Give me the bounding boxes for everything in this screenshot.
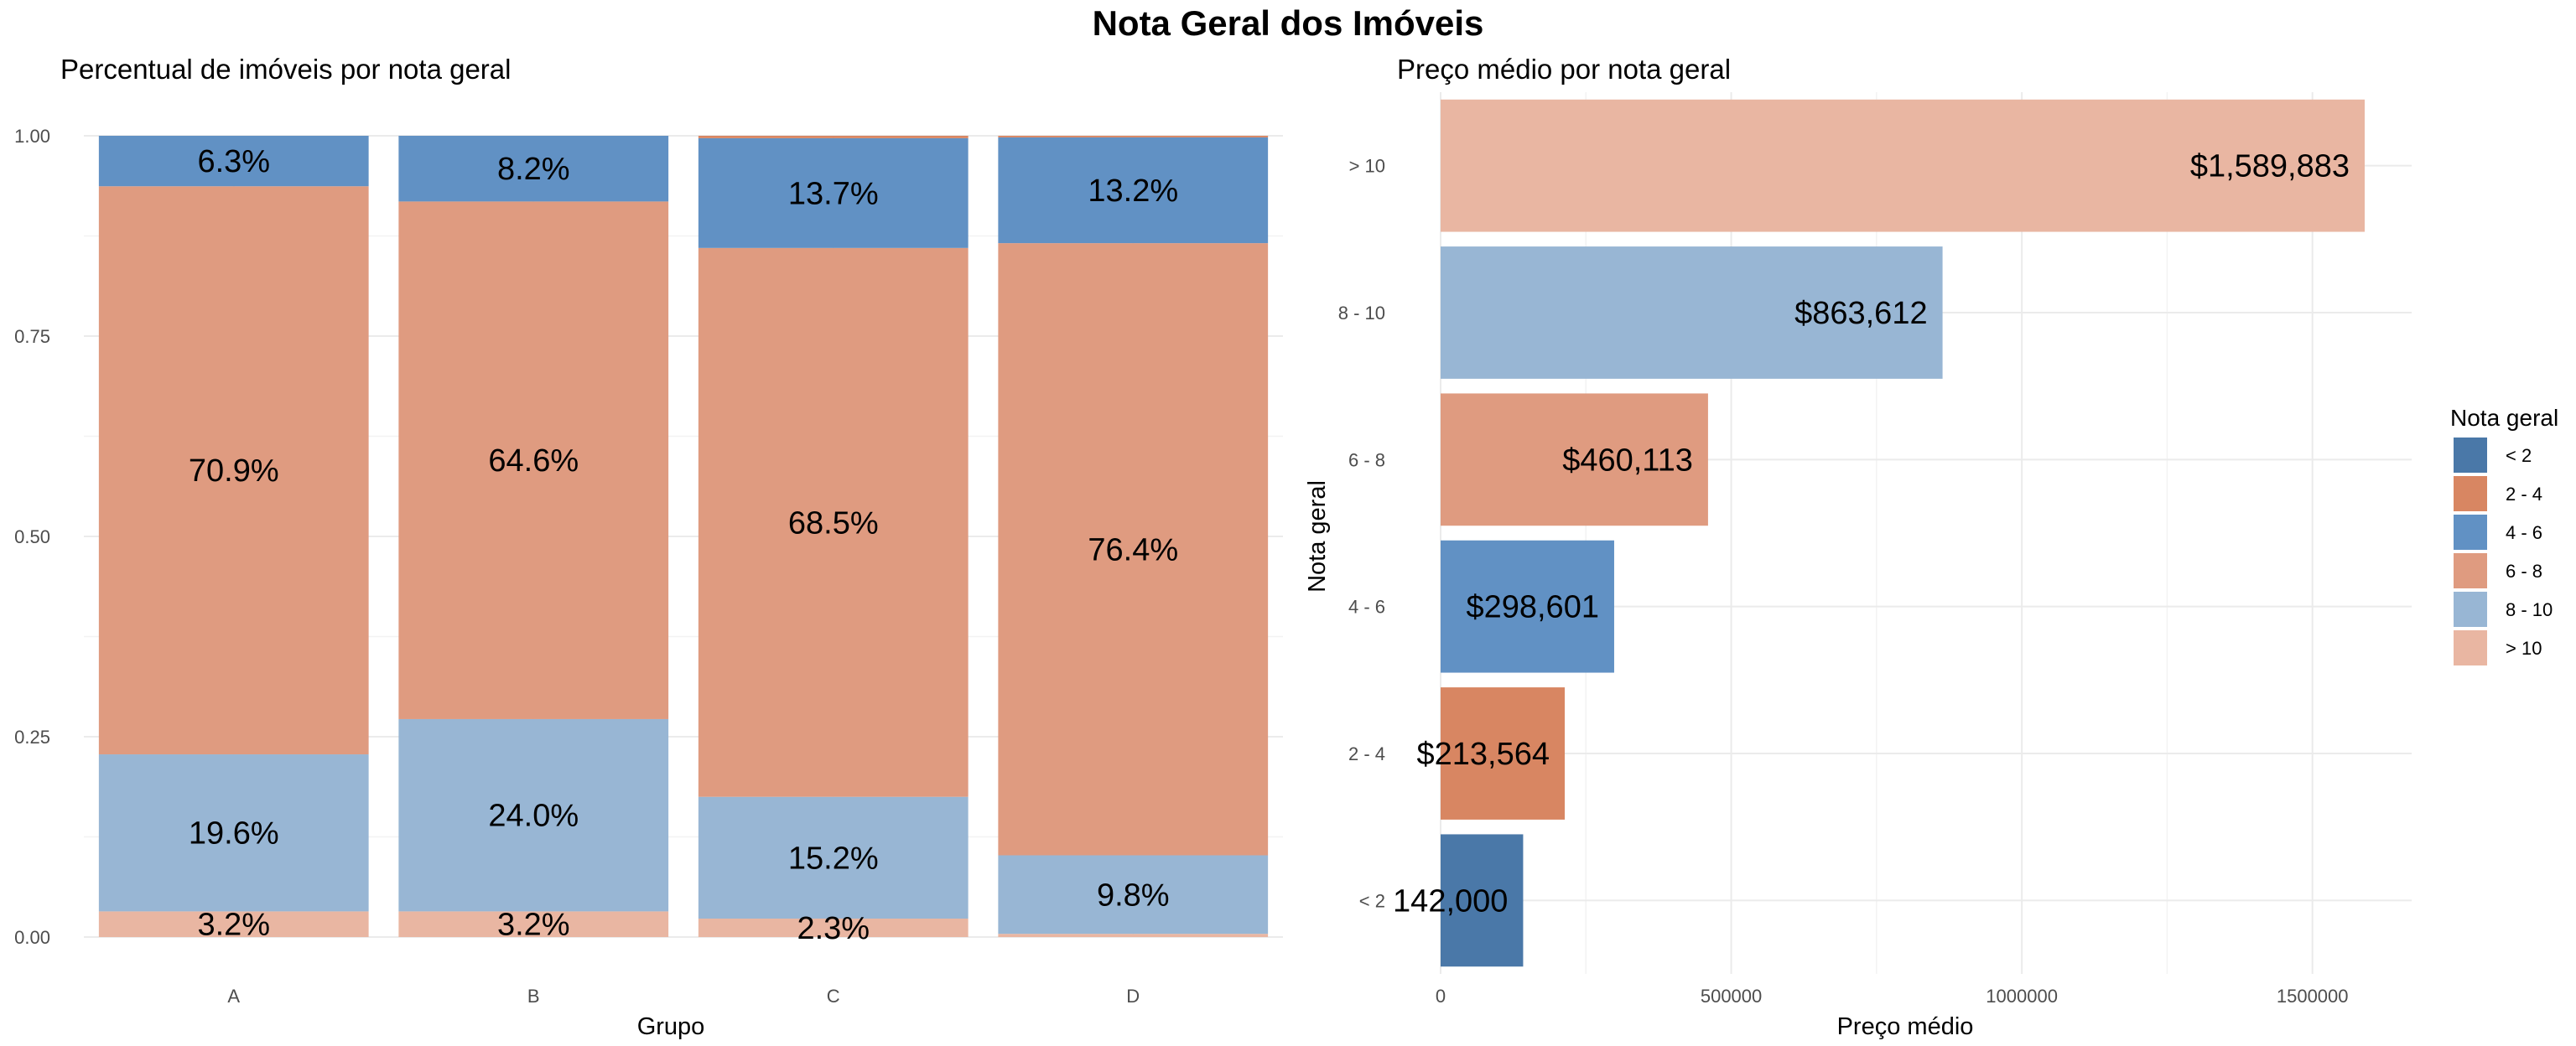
bar-segment-label: 2.3% [797, 911, 870, 946]
legend-swatch [2454, 630, 2487, 665]
stacked-bar-segment [98, 911, 369, 937]
left-bars [98, 136, 1269, 937]
right-y-tick-label: 6 - 8 [1348, 449, 1385, 470]
bar-segment-label: 19.6% [189, 816, 279, 852]
right-y-tick-label: 8 - 10 [1338, 303, 1385, 324]
stacked-bar-segment [998, 855, 1269, 935]
legend-item-label: 2 - 4 [2506, 484, 2542, 505]
stacked-bar-segment [698, 136, 969, 138]
right-x-ticks: 0 500000 1000000 1500000 [1436, 986, 2349, 1007]
bar-segment-label: 8.2% [497, 152, 570, 187]
legend-item-label: 6 - 8 [2506, 561, 2542, 582]
price-bar [1441, 834, 1524, 967]
legend-swatch [2454, 476, 2487, 511]
stacked-bar-segment [698, 919, 969, 937]
legend: Nota geral < 2 2 - 4 4 - 6 6 - 8 8 - 10 > 10 [2450, 405, 2558, 665]
bar-segment-label: 64.6% [488, 443, 579, 479]
right-chart: Preço médio por nota geral 142,000 $213,5… [1304, 54, 2412, 1040]
bar-segment-label: 3.2% [497, 908, 570, 943]
right-bar-labels: 142,000 $213,564 $298,601 $460,113 $863,612 $… [1393, 149, 2350, 919]
legend-item-label: < 2 [2506, 445, 2532, 466]
stacked-bar-segment [698, 137, 969, 248]
price-bar [1441, 540, 1614, 673]
right-x-tick-label: 1000000 [1986, 986, 2058, 1007]
bar-segment-label: 24.0% [488, 799, 579, 834]
left-x-tick-label: B [527, 986, 540, 1007]
right-y-tick-label: > 10 [1349, 156, 1385, 177]
bar-segment-label: 68.5% [788, 505, 879, 541]
price-bar-label: 142,000 [1393, 883, 1508, 919]
legend-item-label: 4 - 6 [2506, 522, 2542, 543]
bar-segment-label: 13.2% [1088, 173, 1178, 209]
legend-swatch [2454, 515, 2487, 550]
left-chart-title: Percentual de imóveis por nota geral [60, 54, 511, 85]
left-bar-labels: 3.2% 19.6% 70.9% 6.3% 3.2% 24.0% 64.6% 8.2% 2.3%… [189, 144, 1178, 946]
legend-title: Nota geral [2450, 405, 2558, 431]
bar-segment-label: 15.2% [788, 841, 879, 876]
stacked-bar-segment [698, 247, 969, 797]
stacked-bar-segment [998, 137, 1269, 244]
right-bars [1441, 99, 2365, 967]
right-x-tick-label: 500000 [1701, 986, 1762, 1007]
bar-segment-label: 13.7% [788, 176, 879, 211]
price-bar-label: $298,601 [1466, 590, 1599, 625]
stacked-bar-segment [998, 934, 1269, 937]
price-bar [1441, 393, 1708, 526]
left-x-tick-label: D [1126, 986, 1140, 1007]
price-bar [1441, 687, 1566, 820]
right-y-tick-label: 4 - 6 [1348, 597, 1385, 618]
figure-title: Nota Geral dos Imóveis [1093, 3, 1484, 43]
stacked-bar-segment [398, 718, 669, 912]
price-bar-label: $863,612 [1794, 296, 1928, 331]
bar-segment-label: 76.4% [1088, 532, 1178, 567]
left-y-tick-label: 0.75 [14, 326, 50, 347]
stacked-bar-segment [98, 186, 369, 755]
price-bar [1441, 99, 2365, 232]
left-y-ticks: 0.00 0.25 0.50 0.75 1.00 [14, 126, 50, 948]
left-x-axis-label: Grupo [637, 1013, 705, 1040]
price-bar [1441, 246, 1943, 379]
right-x-tick-label: 0 [1436, 986, 1446, 1007]
stacked-bar-segment [98, 754, 369, 912]
stacked-bar-segment [98, 136, 369, 187]
stacked-bar-segment [998, 243, 1269, 856]
bar-segment-label: 6.3% [197, 144, 270, 179]
right-y-tick-label: < 2 [1359, 890, 1385, 911]
right-y-axis-label: Nota geral [1304, 480, 1331, 593]
legend-swatch [2454, 592, 2487, 627]
price-bar-label: $1,589,883 [2190, 149, 2350, 184]
right-y-tick-label: 2 - 4 [1348, 743, 1385, 764]
stacked-bar-segment [398, 136, 669, 202]
legend-swatch [2454, 438, 2487, 473]
left-y-tick-label: 1.00 [14, 126, 50, 147]
right-x-axis-label: Preço médio [1837, 1013, 1974, 1040]
legend-item-label: > 10 [2506, 638, 2542, 659]
left-chart: Percentual de imóveis por nota geral 3.2… [14, 54, 1283, 1040]
bar-segment-label: 3.2% [197, 908, 270, 943]
legend-swatch [2454, 553, 2487, 588]
left-y-tick-label: 0.25 [14, 727, 50, 748]
left-y-tick-label: 0.50 [14, 526, 50, 547]
legend-item-label: 8 - 10 [2506, 599, 2553, 620]
right-chart-title: Preço médio por nota geral [1397, 54, 1731, 85]
stacked-bar-segment [698, 796, 969, 919]
stacked-bar-segment [998, 136, 1269, 137]
left-y-tick-label: 0.00 [14, 927, 50, 948]
bar-segment-label: 70.9% [189, 453, 279, 489]
stacked-bar-segment [398, 911, 669, 937]
bar-segment-label: 9.8% [1097, 878, 1170, 913]
price-bar-label: $460,113 [1562, 443, 1693, 478]
left-x-tick-label: A [227, 986, 240, 1007]
left-x-tick-label: C [827, 986, 840, 1007]
right-x-tick-label: 1500000 [2277, 986, 2349, 1007]
left-x-ticks: A B C D [227, 986, 1140, 1007]
legend-items: < 2 2 - 4 4 - 6 6 - 8 8 - 10 > 10 [2454, 438, 2553, 665]
right-y-ticks: < 2 2 - 4 4 - 6 6 - 8 8 - 10 > 10 [1338, 156, 1385, 912]
price-bar-label: $213,564 [1417, 737, 1550, 772]
stacked-bar-segment [398, 201, 669, 719]
